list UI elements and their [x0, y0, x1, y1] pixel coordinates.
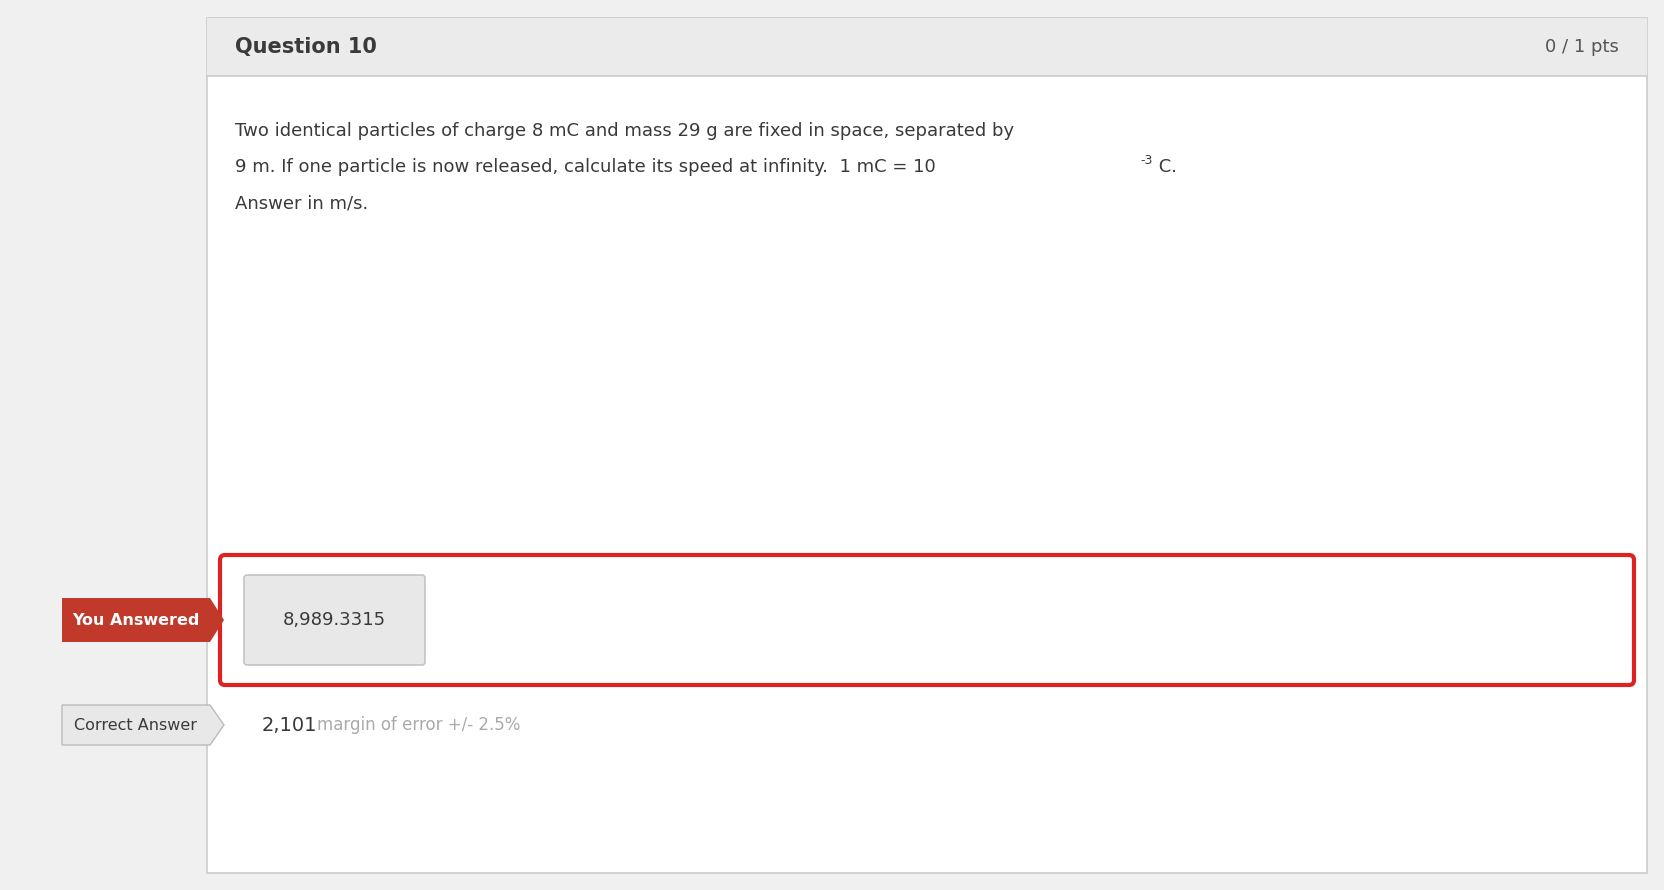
Text: Question 10: Question 10 [235, 37, 376, 57]
Text: 8,989.3315: 8,989.3315 [283, 611, 386, 629]
Text: -3: -3 [1140, 154, 1153, 167]
Polygon shape [62, 705, 225, 745]
Text: Answer in m/s.: Answer in m/s. [235, 194, 368, 212]
Text: 0 / 1 pts: 0 / 1 pts [1546, 38, 1619, 56]
Text: 9 m. If one particle is now released, calculate its speed at infinity.  1 mC = 1: 9 m. If one particle is now released, ca… [235, 158, 935, 176]
FancyBboxPatch shape [220, 555, 1634, 685]
Text: You Answered: You Answered [72, 612, 200, 627]
FancyBboxPatch shape [245, 575, 424, 665]
Text: margin of error +/- 2.5%: margin of error +/- 2.5% [318, 716, 521, 734]
Text: Two identical particles of charge 8 mC and mass 29 g are fixed in space, separat: Two identical particles of charge 8 mC a… [235, 122, 1013, 140]
Text: Correct Answer: Correct Answer [75, 717, 198, 732]
FancyBboxPatch shape [206, 18, 1647, 873]
Polygon shape [62, 598, 225, 642]
Text: 2,101: 2,101 [261, 716, 318, 734]
Text: C.: C. [1153, 158, 1176, 176]
FancyBboxPatch shape [206, 18, 1647, 76]
